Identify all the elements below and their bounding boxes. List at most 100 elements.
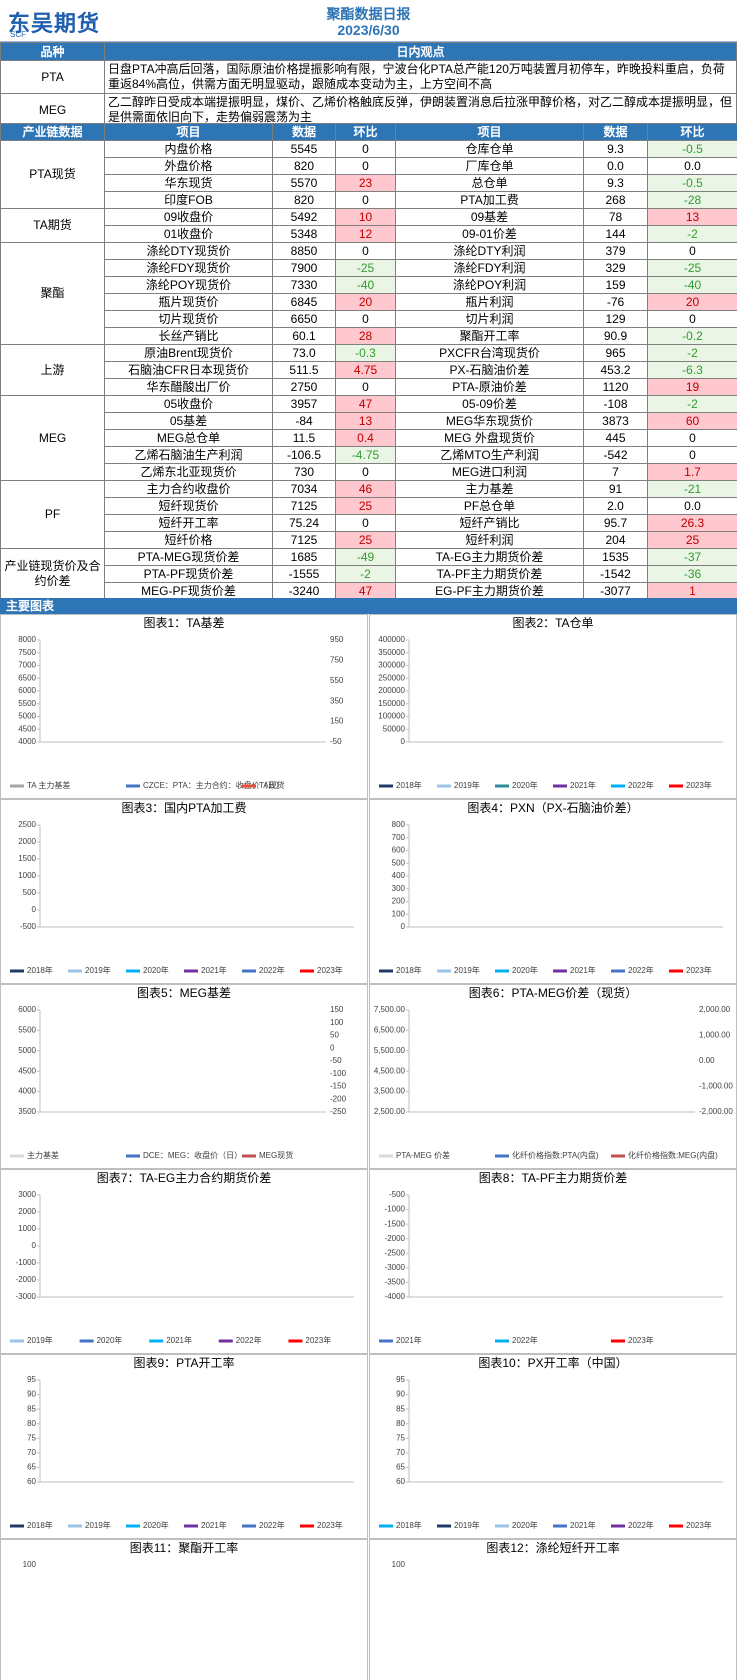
group-name: PTA现货: [0, 140, 105, 209]
item: 华东现货: [104, 174, 273, 192]
legend-label: 2022年: [628, 780, 654, 790]
y-tick-label: 0: [330, 1043, 335, 1052]
legend-label: 2018年: [396, 1520, 422, 1530]
legend-label: 2019年: [27, 1335, 53, 1345]
legend-label: MEG现货: [259, 1150, 293, 1160]
chart: 图表4：PXN（PX-石脑油价差） 0 100 200 300 400 500 600 700 8…: [369, 799, 737, 984]
y-tick-label: 0: [401, 737, 406, 746]
item: TA-PF主力期货价差: [395, 565, 584, 583]
table-row: 短纤现货价 7125 25 PF总仓单 2.0 0.0: [1, 497, 737, 515]
legend-label: 2023年: [686, 965, 712, 975]
y-tick-label: 95: [27, 1375, 36, 1384]
legend-label: 2022年: [236, 1335, 262, 1345]
chart: 图表7：TA-EG主力合约期货价差 -3000 -2000 -1000 0 1000 200…: [0, 1169, 368, 1354]
value: -3077: [583, 582, 648, 600]
change: -2: [335, 565, 396, 583]
data-table: 产业链数据 项目 数据 环比 项目 数据 环比 PTA现货 内盘价格 5545 0 仓库仓单 9.3 -0…: [0, 123, 737, 600]
legend-label: 2023年: [686, 1520, 712, 1530]
chart-frame: [0, 614, 368, 799]
column-head: 产业链数据: [0, 123, 105, 141]
value: 329: [583, 259, 648, 277]
item: 瓶片利润: [395, 293, 584, 311]
legend-label: 2019年: [85, 1520, 111, 1530]
chart: 图表3：国内PTA加工费 -500 0 500 1000 1500 2000 2500 2018…: [0, 799, 368, 984]
legend-label: 2021年: [396, 1335, 422, 1345]
value: 60.1: [272, 327, 336, 345]
y-tick-label: 200000: [378, 686, 405, 695]
change: -28: [647, 191, 737, 209]
y-tick-label: 80: [27, 1419, 36, 1428]
legend-label: 2019年: [454, 965, 480, 975]
legend-label: 2021年: [570, 965, 596, 975]
item: 总仓单: [395, 174, 584, 192]
value: 965: [583, 344, 648, 362]
y-tick-label: 5000: [18, 712, 36, 721]
y-tick-label: 0: [401, 922, 406, 931]
table-row: 短纤开工率 75.24 0 短纤产销比 95.7 26.3: [1, 514, 737, 532]
chart-frame: [369, 1169, 737, 1354]
item: 原油Brent现货价: [104, 344, 273, 362]
change: -40: [335, 276, 396, 294]
value: 6650: [272, 310, 336, 328]
legend-label: 2019年: [454, 1520, 480, 1530]
value: 1535: [583, 548, 648, 566]
item: PX-石脑油价差: [395, 361, 584, 379]
value: 5492: [272, 208, 336, 226]
y-tick-label: 950: [330, 635, 344, 644]
item: 09基差: [395, 208, 584, 226]
legend-label: 2023年: [305, 1335, 331, 1345]
section-title: 主要图表: [0, 598, 737, 614]
y-tick-label: 80: [396, 1419, 405, 1428]
y-tick-label: -3000: [385, 1263, 406, 1272]
item: PTA-PF现货价差: [104, 565, 273, 583]
value: 7: [583, 463, 648, 481]
value: 5570: [272, 174, 336, 192]
legend-label: 2018年: [27, 965, 53, 975]
change: -36: [647, 565, 737, 583]
legend-label: 2019年: [85, 965, 111, 975]
value: 90.9: [583, 327, 648, 345]
change: 0: [647, 429, 737, 447]
table-row: MEG总仓单 11.5 0.4 MEG 外盘现货价 445 0: [1, 429, 737, 447]
item: 涤纶FDY现货价: [104, 259, 273, 277]
value: 820: [272, 157, 336, 175]
table-row: TA期货 09收盘价 5492 10 09基差 78 13: [0, 208, 737, 243]
change: -2: [647, 395, 737, 413]
legend-label: 2022年: [628, 965, 654, 975]
change: 0: [647, 242, 737, 260]
logo: 东吴期货: [8, 11, 101, 36]
legend-label: 2021年: [166, 1335, 192, 1345]
y-tick-label: 8000: [18, 635, 36, 644]
y-tick-label: 750: [330, 656, 344, 665]
y-tick-label: 100: [330, 1018, 344, 1027]
y-tick-label: 250000: [378, 673, 405, 682]
change: 1: [647, 582, 737, 600]
change: 0: [647, 446, 737, 464]
value: 2750: [272, 378, 336, 396]
change: 0: [335, 191, 396, 209]
y-tick-label: 200: [392, 897, 406, 906]
legend-label: 化纤价格指数:PTA(内盘): [512, 1150, 599, 1160]
y-tick-label: 2500: [18, 820, 36, 829]
view-text: 日盘PTA冲高后回落，国际原油价格提振影响有限，宁波台化PTA总产能120万吨装…: [104, 60, 737, 94]
column-head: 数据: [583, 123, 648, 141]
change: 25: [335, 497, 396, 515]
item: 涤纶DTY现货价: [104, 242, 273, 260]
header: 东吴期货 SCF 聚酯数据日报 2023/6/30: [0, 0, 737, 42]
chart-title: 图表4：PXN（PX-石脑油价差）: [467, 801, 638, 815]
item: 短纤现货价: [104, 497, 273, 515]
y-tick-label: 1,000.00: [699, 1031, 731, 1040]
legend-label: 2023年: [317, 965, 343, 975]
column-head: 数据: [272, 123, 336, 141]
value: 1685: [272, 548, 336, 566]
y-tick-label: 4500: [18, 1066, 36, 1075]
value: 1120: [583, 378, 648, 396]
variety: MEG: [0, 93, 105, 127]
y-tick-label: -4000: [385, 1292, 406, 1301]
chart: 图表1：TA基差 4000 4500 5000 5500 6000 6500 7000 7500…: [0, 614, 368, 799]
item: 聚酯开工率: [395, 327, 584, 345]
value: -106.5: [272, 446, 336, 464]
column-head: 环比: [335, 123, 396, 141]
item: MEG华东现货价: [395, 412, 584, 430]
y-tick-label: -2000: [385, 1234, 406, 1243]
